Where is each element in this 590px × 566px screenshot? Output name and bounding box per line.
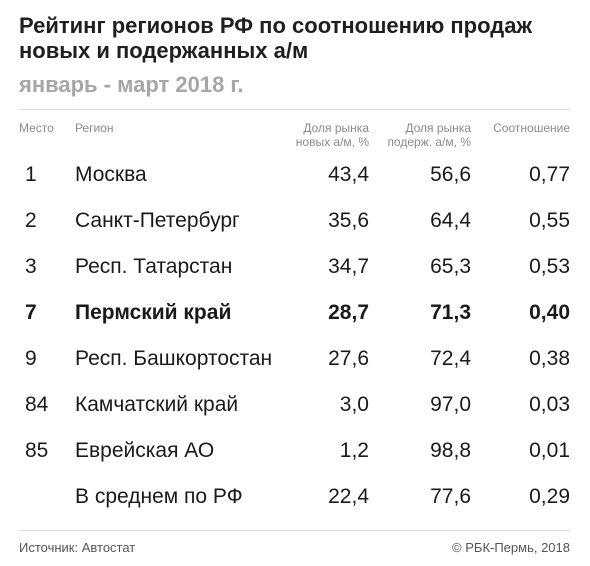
chart-subtitle: январь - март 2018 г.	[19, 72, 244, 97]
cell-new: 3,0	[339, 393, 369, 416]
cell-new: 43,4	[328, 163, 369, 186]
cell-ratio: 0,03	[529, 393, 570, 416]
column-header-used-line-2: подерж. а/м, %	[387, 135, 471, 149]
cell-region: Еврейская АО	[75, 439, 215, 462]
cell-used: 98,8	[430, 439, 471, 462]
cell-rank: 85	[25, 439, 49, 462]
cell-region: Санкт-Петербург	[75, 209, 240, 232]
column-header-region: Регион	[75, 121, 114, 135]
cell-rank: 84	[25, 393, 49, 416]
table-row: 2 Санкт-Петербург 35,6 64,4 0,55	[0, 206, 590, 236]
cell-ratio: 0,38	[529, 347, 570, 370]
cell-rank: 1	[25, 163, 37, 186]
table-row: 7 Пермский край 28,7 71,3 0,40	[0, 298, 590, 328]
column-header-used-share: Доля рынка подерж. а/м, %	[387, 121, 471, 149]
cell-used: 65,3	[430, 255, 471, 278]
cell-used: 71,3	[430, 301, 471, 324]
cell-ratio: 0,55	[529, 209, 570, 232]
table-row: 85 Еврейская АО 1,2 98,8 0,01	[0, 436, 590, 466]
cell-ratio: 0,29	[529, 485, 570, 508]
table-row: В среднем по РФ 22,4 77,6 0,29	[0, 482, 590, 512]
footer-divider	[19, 530, 570, 531]
column-header-new-share: Доля рынка новых а/м, %	[296, 121, 369, 149]
column-header-used-line-1: Доля рынка	[405, 121, 471, 135]
cell-rank: 3	[25, 255, 37, 278]
cell-ratio: 0,53	[529, 255, 570, 278]
cell-new: 1,2	[339, 439, 369, 462]
cell-region: Респ. Башкортостан	[75, 347, 273, 370]
cell-new: 34,7	[328, 255, 369, 278]
cell-used: 97,0	[430, 393, 471, 416]
table-row: 3 Респ. Татарстан 34,7 65,3 0,53	[0, 252, 590, 282]
cell-new: 28,7	[328, 301, 369, 324]
cell-ratio: 0,01	[529, 439, 570, 462]
cell-used: 56,6	[430, 163, 471, 186]
source-note: Источник: Автостат	[19, 540, 136, 555]
header-divider	[19, 109, 570, 110]
cell-region: Пермский край	[75, 301, 232, 324]
cell-new: 35,6	[328, 209, 369, 232]
chart-title: Рейтинг регионов РФ по соотношению прода…	[19, 13, 533, 63]
cell-used: 77,6	[430, 485, 471, 508]
column-header-rank: Место	[19, 121, 54, 135]
column-header-new-line-2: новых а/м, %	[295, 135, 369, 149]
cell-rank: 9	[25, 347, 37, 370]
cell-rank: 7	[25, 301, 37, 324]
cell-region: Камчатский край	[75, 393, 239, 416]
table-row: 1 Москва 43,4 56,6 0,77	[0, 160, 590, 190]
cell-region: Москва	[75, 163, 147, 186]
cell-used: 64,4	[430, 209, 471, 232]
table-row: 84 Камчатский край 3,0 97,0 0,03	[0, 390, 590, 420]
cell-ratio: 0,77	[529, 163, 570, 186]
cell-ratio: 0,40	[529, 301, 570, 324]
column-header-ratio: Соотношение	[493, 121, 570, 135]
cell-region: Респ. Татарстан	[75, 255, 233, 278]
table-row: 9 Респ. Башкортостан 27,6 72,4 0,38	[0, 344, 590, 374]
cell-used: 72,4	[430, 347, 471, 370]
cell-region: В среднем по РФ	[75, 485, 243, 508]
copyright-note: © РБК-Пермь, 2018	[452, 540, 570, 555]
cell-new: 27,6	[328, 347, 369, 370]
cell-new: 22,4	[328, 485, 369, 508]
cell-rank: 2	[25, 209, 37, 232]
column-header-new-line-1: Доля рынка	[303, 121, 369, 135]
